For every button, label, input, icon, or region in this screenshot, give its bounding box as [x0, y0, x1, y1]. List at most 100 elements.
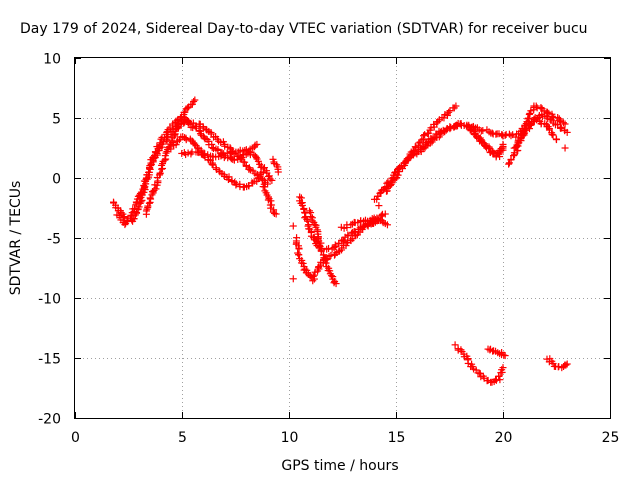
data-point — [420, 132, 428, 140]
data-point — [411, 143, 419, 151]
data-point — [272, 210, 280, 218]
series-arc-5 — [178, 146, 276, 184]
data-point — [307, 213, 315, 221]
data-point — [268, 201, 276, 209]
data-point — [208, 144, 216, 152]
data-point — [501, 131, 509, 139]
series-arc-11 — [305, 207, 340, 288]
data-point — [167, 145, 175, 153]
data-point — [331, 241, 339, 249]
data-point — [446, 125, 454, 133]
data-point — [325, 244, 333, 252]
data-point — [156, 169, 164, 177]
data-point — [376, 189, 384, 197]
data-points — [109, 96, 571, 386]
data-point — [201, 150, 209, 158]
data-point — [208, 160, 216, 168]
data-point — [522, 126, 530, 134]
data-point — [499, 364, 507, 372]
data-point — [184, 104, 192, 112]
data-point — [545, 109, 553, 117]
data-point — [145, 168, 153, 176]
series-arc-23 — [451, 341, 507, 386]
data-point — [479, 127, 487, 135]
data-point — [471, 131, 479, 139]
data-point — [453, 122, 461, 130]
data-point — [507, 155, 515, 163]
data-point — [195, 126, 203, 134]
data-point — [214, 146, 222, 154]
data-point — [299, 259, 307, 267]
data-point — [533, 116, 541, 124]
data-point — [383, 221, 391, 229]
isolated-points — [289, 144, 569, 283]
data-point — [326, 267, 334, 275]
data-point — [381, 210, 389, 218]
series-arc-7 — [259, 180, 280, 218]
data-point — [152, 185, 160, 193]
data-point — [298, 201, 306, 209]
data-point — [315, 263, 323, 271]
series-arc-16 — [382, 102, 460, 195]
data-point — [467, 127, 475, 135]
x-tick-label: 20 — [495, 430, 513, 446]
y-tick-labels: -20 -15 -10 -5 0 5 10 — [38, 52, 61, 428]
data-point — [553, 136, 560, 144]
data-point — [265, 172, 273, 180]
data-point — [561, 144, 569, 152]
data-point — [254, 157, 262, 165]
data-point — [266, 175, 274, 183]
data-point — [397, 162, 405, 170]
x-axis-label: GPS time / hours — [281, 458, 398, 474]
data-point — [485, 144, 493, 152]
data-point — [301, 265, 309, 273]
x-tick-labels: 0 5 10 15 20 25 — [71, 430, 619, 446]
data-point — [253, 140, 261, 148]
data-point — [300, 205, 308, 213]
y-tick-label: 0 — [52, 172, 61, 188]
data-point — [424, 129, 432, 137]
series-arc-13 — [323, 216, 385, 253]
data-point — [391, 175, 399, 183]
y-tick-label: 5 — [52, 112, 61, 128]
data-point — [429, 135, 437, 143]
data-point — [451, 341, 459, 349]
data-point — [221, 142, 229, 150]
data-point — [356, 224, 364, 232]
data-point — [495, 372, 503, 380]
y-axis-label: SDTVAR / TECUs — [8, 181, 24, 296]
data-point — [190, 97, 198, 105]
data-point — [492, 376, 500, 384]
data-point — [132, 198, 140, 206]
data-point — [327, 272, 335, 280]
data-point — [317, 247, 325, 255]
data-point — [172, 141, 180, 149]
data-point — [127, 212, 135, 220]
data-point — [520, 130, 528, 138]
chart-title: Day 179 of 2024, Sidereal Day-to-day VTE… — [20, 21, 588, 37]
data-point — [230, 156, 238, 164]
series-arc-25 — [543, 355, 571, 372]
data-point — [555, 116, 563, 124]
data-point — [143, 205, 151, 213]
data-point — [371, 216, 379, 224]
data-point — [499, 144, 507, 152]
data-point — [421, 131, 429, 139]
data-point — [485, 128, 493, 136]
data-point — [305, 207, 313, 215]
data-point — [319, 256, 327, 264]
data-point — [562, 361, 570, 369]
data-point — [387, 180, 395, 188]
data-point — [563, 128, 571, 136]
x-tick-label: 5 — [178, 430, 187, 446]
series-arc-14 — [337, 214, 389, 232]
data-point — [255, 174, 263, 182]
series-arc-22 — [510, 116, 560, 152]
data-point — [136, 190, 144, 198]
data-point — [496, 376, 504, 384]
data-point — [466, 126, 474, 134]
data-point — [191, 96, 199, 104]
x-tick-label: 25 — [602, 430, 620, 446]
